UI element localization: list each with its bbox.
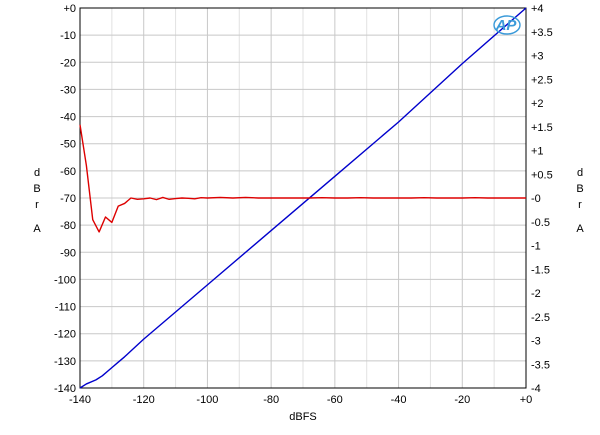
y-right-tick-label: +3: [531, 51, 544, 63]
right-axis-label-char: r: [578, 199, 582, 211]
right-axis-label-char: B: [576, 183, 583, 195]
left-axis-label-char: r: [35, 199, 39, 211]
left-axis-label-char: d: [34, 167, 40, 179]
y-left-tick-label: -110: [55, 302, 76, 314]
y-left-tick-label: -30: [60, 84, 76, 96]
y-left-tick-label: -20: [60, 57, 76, 69]
y-left-tick-label: -100: [54, 274, 76, 286]
x-tick-label: -60: [327, 394, 343, 406]
x-tick-label: -80: [263, 394, 279, 406]
series-line: [79, 7, 527, 389]
x-tick-label: -100: [196, 394, 218, 406]
ap-logo-text: AP: [495, 17, 518, 34]
y-left-tick-label: -40: [60, 112, 76, 124]
y-right-tick-label: +1.5: [531, 122, 553, 134]
y-right-tick-label: +0.5: [531, 169, 553, 181]
series-line: [79, 124, 526, 233]
y-left-tick-label: -10: [60, 30, 76, 42]
y-right-tick-label: +4: [531, 3, 544, 15]
x-tick-label: -20: [454, 394, 470, 406]
y-right-tick-label: -3: [531, 336, 541, 348]
y-right-tick-label: -0: [531, 193, 541, 205]
ap-logo-ring: [493, 15, 521, 35]
left-axis-label: d B r A: [33, 167, 41, 235]
y-right-tick-label: -2.5: [531, 312, 550, 324]
x-tick-label: -40: [391, 394, 407, 406]
y-left-tick-label: -120: [54, 329, 76, 341]
y-right-tick-label: -3.5: [531, 359, 550, 371]
y-left-tick-label: -90: [60, 247, 76, 259]
x-tick-label: -140: [69, 394, 91, 406]
y-right-tick-label: -2: [531, 288, 541, 300]
y-left-tick-label: +0: [63, 3, 76, 15]
tick-labels: -140 -120 -100 -80 -60 -40 -20 +0 +0 -10 -20 -30 -40…: [54, 3, 553, 406]
x-axis-label: dBFS: [289, 411, 317, 423]
y-left-tick-label: -70: [60, 193, 76, 205]
y-left-tick-label: -140: [54, 383, 76, 395]
y-right-tick-label: +3.5: [531, 27, 553, 39]
series-layer: [79, 7, 527, 389]
y-right-tick-label: -1: [531, 241, 541, 253]
ap-logo: AP: [493, 15, 521, 35]
y-right-tick-label: -0.5: [531, 217, 550, 229]
right-axis-label: d B r A: [576, 167, 584, 235]
x-tick-label: +0: [520, 394, 533, 406]
y-left-tick-label: -80: [60, 220, 76, 232]
x-tick-label: -120: [133, 394, 155, 406]
left-axis-label-char: B: [33, 183, 40, 195]
y-right-tick-label: -4: [531, 383, 541, 395]
y-left-tick-label: -60: [60, 166, 76, 178]
y-right-tick-label: +2: [531, 98, 544, 110]
y-right-tick-label: +1: [531, 146, 544, 158]
y-left-tick-label: -50: [60, 139, 76, 151]
right-axis-label-char: d: [577, 167, 583, 179]
y-right-tick-label: +2.5: [531, 74, 553, 86]
y-left-tick-label: -130: [54, 356, 76, 368]
left-axis-label-char: A: [33, 223, 41, 235]
y-right-tick-label: -1.5: [531, 264, 550, 276]
right-axis-label-char: A: [576, 223, 584, 235]
